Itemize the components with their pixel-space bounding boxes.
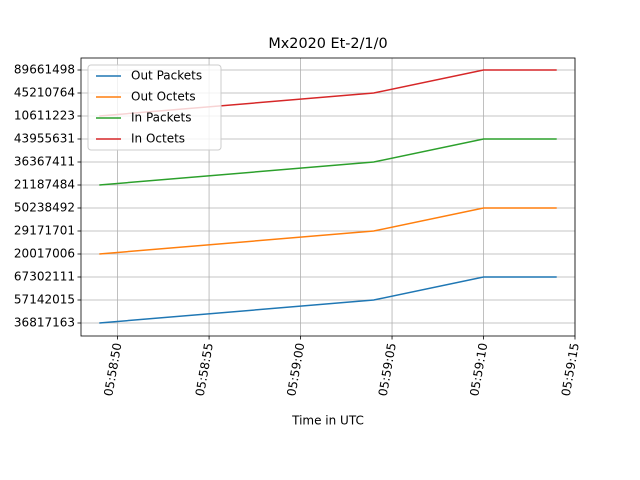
legend-label: In Packets (131, 111, 191, 125)
legend-label: In Octets (131, 132, 185, 146)
plot-frame (80, 57, 576, 337)
legend: Out Packets Out Octets In Packets In Octets (87, 64, 222, 151)
line-series (99, 138, 557, 186)
x-tick-label: 05:59:05 (376, 342, 399, 398)
x-tick-label: 05:58:55 (193, 342, 216, 398)
legend-label: Out Packets (131, 69, 202, 83)
legend-label: Out Octets (131, 90, 196, 104)
chart-title: Mx2020 Et-2/1/0 (268, 36, 387, 52)
y-tick-label: 21187484 (14, 178, 75, 192)
y-tick-label: 36367411 (14, 155, 75, 169)
legend-box (87, 64, 222, 151)
x-tick-label: 05:58:50 (101, 342, 124, 398)
y-tick-label: 67302111 (14, 270, 75, 284)
y-tick-label: 57142015 (14, 293, 75, 307)
x-tick-label: 05:59:15 (559, 342, 582, 398)
x-tick-label: 05:59:10 (467, 342, 490, 398)
line-series (99, 207, 557, 255)
y-tick-label: 45210764 (14, 86, 75, 100)
x-axis-label: Time in UTC (291, 414, 364, 428)
y-tick-label: 89661498 (14, 63, 75, 77)
y-tick-label: 50238492 (14, 201, 75, 215)
line-series (99, 69, 557, 117)
y-tick-label: 29171701 (14, 224, 75, 238)
y-tick-label: 20017006 (14, 247, 75, 261)
y-tick-label: 10611223 (14, 109, 75, 123)
y-tick-label: 36817163 (14, 316, 75, 330)
line-series (99, 276, 557, 324)
y-tick-label: 43955631 (14, 132, 75, 146)
x-tick-label: 05:59:00 (284, 342, 307, 398)
